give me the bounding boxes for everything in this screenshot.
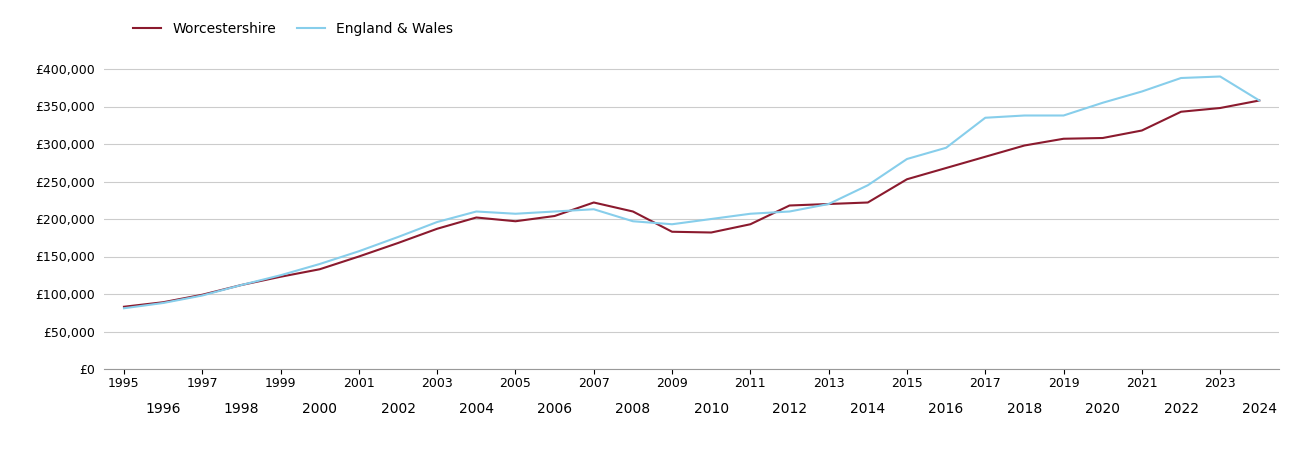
England & Wales bbox=[664, 221, 680, 227]
Worcestershire bbox=[155, 300, 171, 305]
England & Wales bbox=[312, 261, 328, 267]
England & Wales bbox=[899, 156, 915, 162]
England & Wales bbox=[782, 209, 797, 214]
Worcestershire bbox=[116, 304, 132, 310]
Worcestershire bbox=[782, 203, 797, 208]
Worcestershire bbox=[625, 209, 641, 214]
England & Wales bbox=[390, 234, 406, 240]
England & Wales bbox=[1095, 100, 1111, 105]
Worcestershire bbox=[899, 176, 915, 182]
Worcestershire bbox=[429, 226, 445, 231]
Worcestershire bbox=[1173, 109, 1189, 114]
England & Wales bbox=[938, 145, 954, 150]
Worcestershire bbox=[508, 219, 523, 224]
England & Wales bbox=[1251, 98, 1267, 103]
Worcestershire bbox=[547, 213, 562, 219]
Worcestershire bbox=[312, 266, 328, 272]
Worcestershire bbox=[273, 274, 288, 279]
England & Wales bbox=[273, 273, 288, 278]
Worcestershire bbox=[1095, 135, 1111, 141]
Worcestershire bbox=[860, 200, 876, 205]
Worcestershire bbox=[664, 229, 680, 234]
Worcestershire bbox=[1212, 105, 1228, 111]
England & Wales bbox=[586, 207, 602, 212]
England & Wales bbox=[234, 282, 249, 288]
England & Wales bbox=[1173, 75, 1189, 81]
Worcestershire bbox=[1134, 128, 1150, 133]
Worcestershire bbox=[1056, 136, 1071, 141]
Worcestershire bbox=[1017, 143, 1032, 148]
Worcestershire bbox=[1251, 98, 1267, 103]
England & Wales bbox=[625, 219, 641, 224]
England & Wales bbox=[468, 209, 484, 214]
England & Wales bbox=[351, 248, 367, 254]
England & Wales bbox=[1212, 74, 1228, 79]
England & Wales bbox=[703, 216, 719, 222]
England & Wales bbox=[194, 293, 210, 298]
England & Wales bbox=[116, 306, 132, 311]
Legend: Worcestershire, England & Wales: Worcestershire, England & Wales bbox=[128, 16, 458, 41]
England & Wales bbox=[429, 219, 445, 225]
England & Wales bbox=[155, 300, 171, 306]
England & Wales bbox=[1017, 113, 1032, 118]
Worcestershire bbox=[234, 282, 249, 288]
England & Wales bbox=[860, 183, 876, 188]
Worcestershire bbox=[586, 200, 602, 205]
England & Wales bbox=[547, 209, 562, 214]
England & Wales bbox=[821, 201, 837, 207]
Worcestershire bbox=[390, 240, 406, 246]
Worcestershire bbox=[351, 254, 367, 259]
Worcestershire bbox=[743, 221, 758, 227]
Line: England & Wales: England & Wales bbox=[124, 76, 1259, 308]
Line: Worcestershire: Worcestershire bbox=[124, 100, 1259, 307]
Worcestershire bbox=[977, 154, 993, 159]
Worcestershire bbox=[938, 165, 954, 171]
England & Wales bbox=[1134, 89, 1150, 94]
England & Wales bbox=[977, 115, 993, 121]
Worcestershire bbox=[703, 230, 719, 235]
Worcestershire bbox=[468, 215, 484, 220]
England & Wales bbox=[743, 211, 758, 216]
England & Wales bbox=[508, 211, 523, 216]
England & Wales bbox=[1056, 113, 1071, 118]
Worcestershire bbox=[194, 292, 210, 297]
Worcestershire bbox=[821, 201, 837, 207]
